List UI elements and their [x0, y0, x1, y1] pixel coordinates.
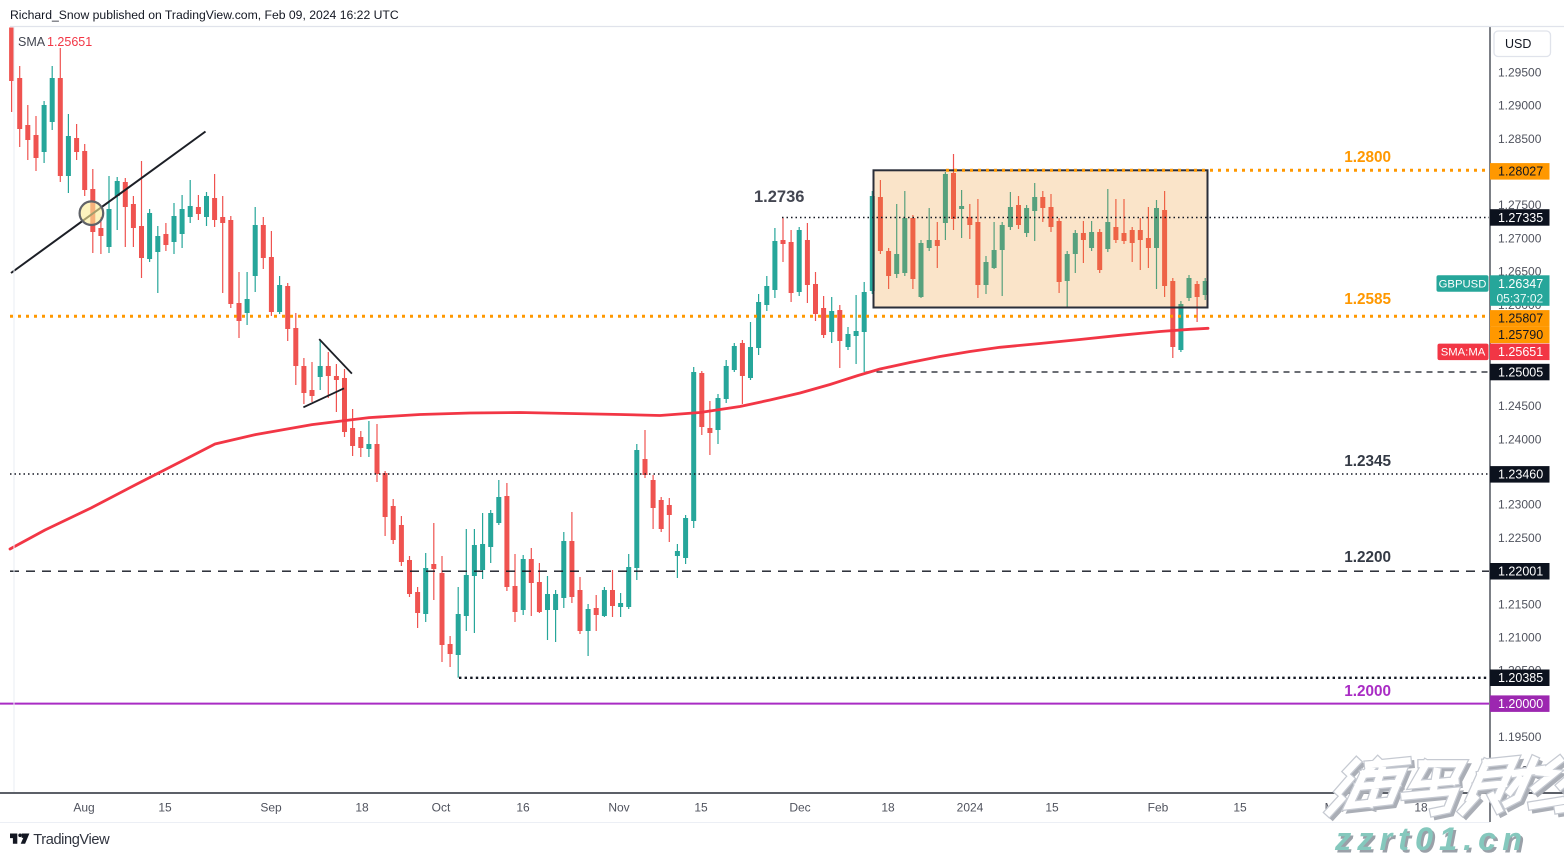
svg-text:15: 15: [1233, 801, 1247, 815]
svg-text:1.21500: 1.21500: [1498, 597, 1542, 611]
svg-text:1.23460: 1.23460: [1498, 468, 1543, 482]
svg-text:Feb: Feb: [1148, 801, 1169, 815]
svg-text:1.26347: 1.26347: [1498, 277, 1543, 291]
svg-text:1.25651: 1.25651: [47, 35, 92, 49]
svg-text:1.26500: 1.26500: [1498, 265, 1542, 279]
svg-text:1.2800: 1.2800: [1344, 149, 1391, 166]
svg-text:1.29000: 1.29000: [1498, 99, 1542, 113]
svg-text:1.28500: 1.28500: [1498, 132, 1542, 146]
svg-text:Sep: Sep: [260, 801, 282, 815]
svg-text:1.23000: 1.23000: [1498, 498, 1542, 512]
svg-text:1.24500: 1.24500: [1498, 399, 1542, 413]
svg-text:TradingView: TradingView: [33, 832, 110, 848]
svg-text:1.20000: 1.20000: [1498, 697, 1543, 711]
svg-text:Aug: Aug: [73, 801, 94, 815]
svg-text:18: 18: [881, 801, 895, 815]
svg-text:Oct: Oct: [432, 801, 451, 815]
svg-text:18: 18: [1414, 801, 1428, 815]
svg-text:15: 15: [1045, 801, 1059, 815]
svg-text:Dec: Dec: [789, 801, 810, 815]
svg-text:1.29500: 1.29500: [1498, 65, 1542, 79]
svg-text:Nov: Nov: [608, 801, 629, 815]
svg-text:1.25807: 1.25807: [1498, 312, 1543, 326]
svg-text:1.27500: 1.27500: [1498, 198, 1542, 212]
svg-text:1.27335: 1.27335: [1498, 211, 1543, 225]
svg-text:1.25790: 1.25790: [1498, 328, 1543, 342]
svg-text:1.2585: 1.2585: [1344, 291, 1391, 308]
svg-text:1.25005: 1.25005: [1498, 365, 1543, 379]
svg-text:1.25651: 1.25651: [1498, 345, 1543, 359]
svg-text:1.22001: 1.22001: [1498, 565, 1543, 579]
svg-text:zzrt01.cn: zzrt01.cn: [1334, 821, 1528, 857]
svg-text:1.2736: 1.2736: [754, 188, 804, 206]
svg-text:16: 16: [516, 801, 530, 815]
svg-text:18: 18: [355, 801, 369, 815]
svg-text:15: 15: [694, 801, 708, 815]
svg-text:1.28027: 1.28027: [1498, 165, 1543, 179]
svg-text:SMA:MA: SMA:MA: [1441, 347, 1486, 359]
svg-text:Richard_Snow published on Trad: Richard_Snow published on TradingView.co…: [10, 8, 399, 22]
svg-text:1.24000: 1.24000: [1498, 432, 1542, 446]
svg-text:USD: USD: [1505, 37, 1531, 51]
svg-text:2024: 2024: [957, 801, 984, 815]
svg-text:05:37:02: 05:37:02: [1497, 292, 1544, 306]
svg-text:15: 15: [158, 801, 172, 815]
svg-text:SMA: SMA: [18, 35, 46, 49]
svg-text:1.2200: 1.2200: [1344, 549, 1391, 566]
svg-text:1.2345: 1.2345: [1344, 453, 1391, 470]
svg-text:zzrt01.cn: zzrt01.cn: [1336, 823, 1530, 857]
svg-text:1.27000: 1.27000: [1498, 231, 1542, 245]
svg-text:GBPUSD: GBPUSD: [1439, 278, 1487, 290]
svg-text:1.19500: 1.19500: [1498, 730, 1542, 744]
svg-text:1.20385: 1.20385: [1498, 671, 1543, 685]
svg-text:1.22500: 1.22500: [1498, 531, 1542, 545]
svg-text:1.2000: 1.2000: [1344, 683, 1391, 700]
svg-text:1.21000: 1.21000: [1498, 631, 1542, 645]
